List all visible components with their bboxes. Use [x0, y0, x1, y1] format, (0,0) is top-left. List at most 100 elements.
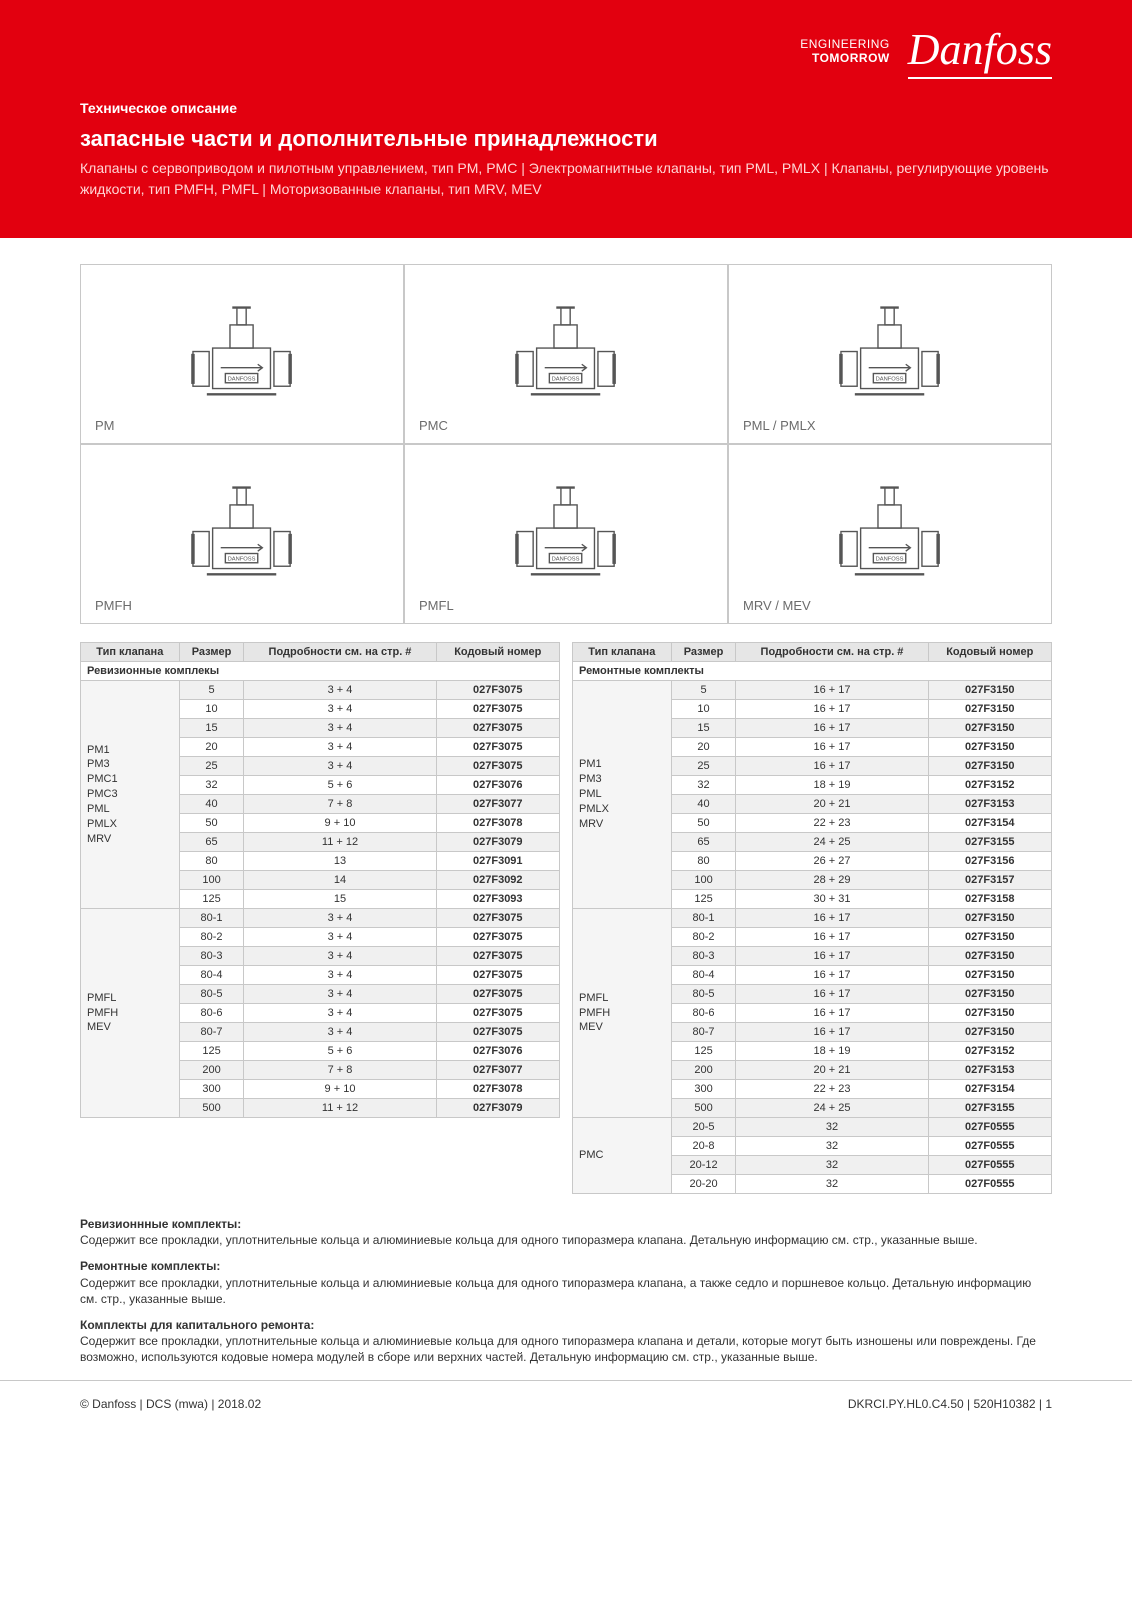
code-cell: 027F3077 [436, 795, 559, 814]
size-cell: 80-1 [671, 909, 736, 928]
valve-label: PMFL [419, 598, 454, 613]
size-cell: 80-3 [671, 947, 736, 966]
valve-cell: DANFOSS PMFH [80, 444, 404, 624]
left-tbody: Ревизионные комплекыPM1PM3PMC1PMC3PMLPML… [81, 662, 560, 1118]
valve-icon: DANFOSS [153, 476, 330, 592]
details-cell: 11 + 12 [244, 1099, 436, 1118]
code-cell: 027F3150 [928, 738, 1051, 757]
th-code: Кодовый номер [436, 643, 559, 662]
code-cell: 027F3154 [928, 1080, 1051, 1099]
code-cell: 027F3075 [436, 985, 559, 1004]
size-cell: 100 [179, 871, 244, 890]
details-cell: 5 + 6 [244, 1042, 436, 1061]
code-cell: 027F3075 [436, 947, 559, 966]
size-cell: 20 [671, 738, 736, 757]
code-cell: 027F3076 [436, 1042, 559, 1061]
th-details: Подробности см. на стр. # [736, 643, 928, 662]
valve-icon: DANFOSS [477, 296, 654, 412]
details-cell: 16 + 17 [736, 738, 928, 757]
section-title: Ревизионные комплекы [81, 662, 560, 681]
table-row: PMFLPMFHMEV80-116 + 17027F3150 [573, 909, 1052, 928]
details-cell: 20 + 21 [736, 795, 928, 814]
note2-title: Ремонтные комплекты: [80, 1258, 1052, 1274]
details-cell: 3 + 4 [244, 947, 436, 966]
valve-label: PMC [419, 418, 448, 433]
size-cell: 20-20 [671, 1175, 736, 1194]
th-size: Размер [671, 643, 736, 662]
size-cell: 80 [671, 852, 736, 871]
svg-text:DANFOSS: DANFOSS [228, 377, 256, 383]
size-cell: 80-6 [671, 1004, 736, 1023]
code-cell: 027F3150 [928, 1004, 1051, 1023]
right-table-col: Тип клапана Размер Подробности см. на ст… [572, 642, 1052, 1194]
code-cell: 027F0555 [928, 1175, 1051, 1194]
details-cell: 16 + 17 [736, 909, 928, 928]
table-row: PM1PM3PMC1PMC3PMLPMLXMRV53 + 4027F3075 [81, 681, 560, 700]
danfoss-logo: Danfoss [908, 24, 1052, 79]
details-cell: 30 + 31 [736, 890, 928, 909]
code-cell: 027F3150 [928, 719, 1051, 738]
size-cell: 20-8 [671, 1137, 736, 1156]
code-cell: 027F3076 [436, 776, 559, 795]
code-cell: 027F3150 [928, 947, 1051, 966]
details-cell: 14 [244, 871, 436, 890]
code-cell: 027F3154 [928, 814, 1051, 833]
size-cell: 65 [671, 833, 736, 852]
size-cell: 80-1 [179, 909, 244, 928]
size-cell: 100 [671, 871, 736, 890]
details-cell: 7 + 8 [244, 1061, 436, 1080]
valve-label: PML / PMLX [743, 418, 815, 433]
details-cell: 3 + 4 [244, 738, 436, 757]
details-cell: 16 + 17 [736, 700, 928, 719]
code-cell: 027F3155 [928, 833, 1051, 852]
code-cell: 027F3075 [436, 966, 559, 985]
note1-title: Ревизионнные комплекты: [80, 1216, 1052, 1232]
details-cell: 13 [244, 852, 436, 871]
code-cell: 027F3153 [928, 795, 1051, 814]
size-cell: 125 [179, 890, 244, 909]
details-cell: 16 + 17 [736, 757, 928, 776]
details-cell: 5 + 6 [244, 776, 436, 795]
size-cell: 500 [671, 1099, 736, 1118]
details-cell: 22 + 23 [736, 814, 928, 833]
size-cell: 10 [179, 700, 244, 719]
details-cell: 9 + 10 [244, 814, 436, 833]
right-table: Тип клапана Размер Подробности см. на ст… [572, 642, 1052, 1194]
details-cell: 3 + 4 [244, 681, 436, 700]
code-cell: 027F3075 [436, 757, 559, 776]
svg-text:DANFOSS: DANFOSS [876, 557, 904, 563]
size-cell: 15 [179, 719, 244, 738]
size-cell: 10 [671, 700, 736, 719]
code-cell: 027F3157 [928, 871, 1051, 890]
size-cell: 125 [671, 890, 736, 909]
size-cell: 300 [671, 1080, 736, 1099]
size-cell: 20-12 [671, 1156, 736, 1175]
tagline: ENGINEERING TOMORROW [800, 38, 890, 66]
table-row: PMC20-532027F0555 [573, 1118, 1052, 1137]
valve-grid: DANFOSS PM DANFOSS PMC [0, 238, 1132, 632]
table-row: PM1PM3PMLPMLXMRV516 + 17027F3150 [573, 681, 1052, 700]
code-cell: 027F3155 [928, 1099, 1051, 1118]
valve-label: PM [95, 418, 115, 433]
size-cell: 80-5 [179, 985, 244, 1004]
valve-icon: DANFOSS [801, 476, 978, 592]
size-cell: 40 [671, 795, 736, 814]
details-cell: 7 + 8 [244, 795, 436, 814]
details-cell: 32 [736, 1175, 928, 1194]
size-cell: 80 [179, 852, 244, 871]
tagline-line1: ENGINEERING [800, 38, 890, 52]
size-cell: 125 [671, 1042, 736, 1061]
page-subtitle: Клапаны с сервоприводом и пилотным управ… [80, 158, 1052, 200]
code-cell: 027F3150 [928, 1023, 1051, 1042]
code-cell: 027F3150 [928, 757, 1051, 776]
code-cell: 027F0555 [928, 1137, 1051, 1156]
th-type: Тип клапана [573, 643, 672, 662]
size-cell: 80-4 [671, 966, 736, 985]
size-cell: 32 [179, 776, 244, 795]
th-code: Кодовый номер [928, 643, 1051, 662]
size-cell: 200 [671, 1061, 736, 1080]
code-cell: 027F3078 [436, 814, 559, 833]
size-cell: 80-5 [671, 985, 736, 1004]
details-cell: 3 + 4 [244, 1023, 436, 1042]
size-cell: 20 [179, 738, 244, 757]
